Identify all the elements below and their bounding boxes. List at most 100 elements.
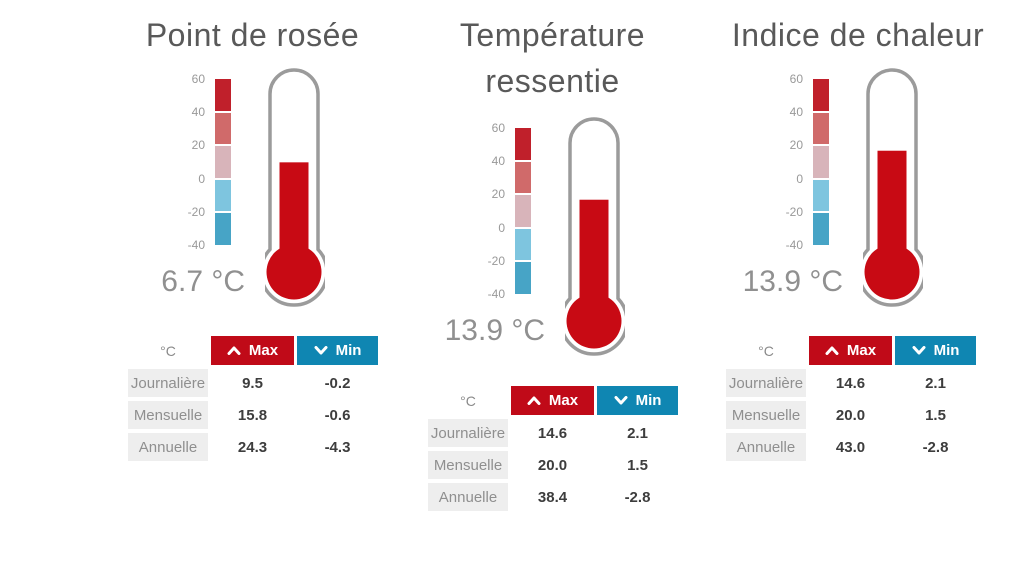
row-min-value: 2.1 [925, 374, 946, 392]
max-header-label: Max [248, 342, 279, 359]
chevron-up-icon [527, 396, 541, 405]
gauge-widget-dew-point: Point de rosée 60 40 20 0 -20 -40 6.7 °C… [120, 12, 385, 461]
current-value: 6.7 °C [161, 265, 245, 298]
row-max-value: 15.8 [237, 406, 268, 424]
widget-title: Point de rosée [120, 12, 385, 58]
scale-segment [515, 128, 531, 160]
thermometer-icon [863, 68, 923, 307]
max-header-label: Max [846, 342, 877, 359]
scale-tick: 60 [191, 72, 205, 86]
chevron-up-icon [825, 346, 839, 355]
chevron-down-icon [912, 346, 926, 355]
scale-color-bar [813, 79, 829, 245]
min-column-header[interactable]: Min [597, 386, 678, 415]
row-max-value: 14.6 [835, 374, 866, 392]
row-label: Journalière [726, 369, 806, 397]
unit-header: °C [758, 342, 774, 359]
scale-tick: -40 [487, 287, 505, 301]
gauge-widget-heat-index: Indice de chaleur 60 40 20 0 -20 -40 13.… [718, 12, 998, 461]
widget-title-line: Point de rosée [145, 17, 360, 53]
scale-segment [515, 195, 531, 227]
scale-tick: 0 [198, 172, 205, 186]
scale-tick: 0 [498, 221, 505, 235]
scale-tick: 20 [191, 138, 205, 152]
stats-table: °C Max Min Journalière 14.6 2.1 Mensuell… [428, 386, 678, 511]
scale-segment [215, 213, 231, 245]
scale-color-bar [515, 128, 531, 294]
thermometer-icon [265, 68, 325, 307]
scale-tick: 40 [789, 105, 803, 119]
scale-segment [813, 146, 829, 178]
scale-tick: 40 [491, 154, 505, 168]
min-column-header[interactable]: Min [297, 336, 378, 365]
row-min-value: -2.8 [624, 488, 651, 506]
scale-segment [515, 262, 531, 294]
scale-color-bar [215, 79, 231, 245]
scale-segment [215, 146, 231, 178]
row-label: Journalière [128, 369, 208, 397]
row-label: Mensuelle [128, 401, 208, 429]
stats-table: °C Max Min Journalière 9.5 -0.2 Mensuell… [128, 336, 378, 461]
current-value: 13.9 °C [444, 314, 545, 347]
row-min-value: 2.1 [627, 424, 648, 442]
row-min-value: 1.5 [925, 406, 946, 424]
widget-title-line: Indice de chaleur [731, 17, 985, 53]
row-min-value: -4.3 [324, 438, 351, 456]
row-min-value: -0.2 [324, 374, 351, 392]
widget-title: Indice de chaleur [718, 12, 998, 58]
row-label: Annuelle [128, 433, 208, 461]
scale-tick: -40 [785, 238, 803, 252]
max-header-label: Max [548, 392, 579, 409]
max-column-header[interactable]: Max [211, 336, 294, 365]
thermometer-gauge: 60 40 20 0 -20 -40 13.9 °C [718, 67, 998, 332]
scale-segment [215, 179, 231, 212]
max-column-header[interactable]: Max [809, 336, 892, 365]
scale-tick: 60 [789, 72, 803, 86]
scale-tick: 20 [491, 187, 505, 201]
gauge-widget-feels-like: Température ressentie 60 40 20 0 -20 -40… [420, 12, 685, 511]
scale-ticks: 60 40 20 0 -20 -40 [420, 116, 505, 381]
scale-tick: 60 [491, 121, 505, 135]
row-min-value: 1.5 [627, 456, 648, 474]
row-max-value: 43.0 [835, 438, 866, 456]
scale-segment [215, 112, 231, 145]
unit-header: °C [460, 392, 476, 409]
row-max-value: 24.3 [237, 438, 268, 456]
min-column-header[interactable]: Min [895, 336, 976, 365]
scale-tick: -20 [187, 205, 205, 219]
thermometer-icon [565, 117, 625, 356]
row-max-value: 20.0 [537, 456, 568, 474]
row-max-value: 20.0 [835, 406, 866, 424]
scale-tick: -40 [187, 238, 205, 252]
chevron-down-icon [614, 396, 628, 405]
row-label: Mensuelle [428, 451, 508, 479]
row-min-value: -2.8 [922, 438, 949, 456]
row-max-value: 9.5 [242, 374, 263, 392]
widget-title: Température ressentie [420, 12, 685, 104]
thermometer-gauge: 60 40 20 0 -20 -40 6.7 °C [120, 67, 385, 332]
row-label: Journalière [428, 419, 508, 447]
scale-ticks: 60 40 20 0 -20 -40 [718, 67, 803, 332]
scale-tick: -20 [487, 254, 505, 268]
scale-segment [813, 79, 829, 111]
scale-tick: -20 [785, 205, 803, 219]
scale-tick: 20 [789, 138, 803, 152]
row-max-value: 38.4 [537, 488, 568, 506]
scale-segment [813, 179, 829, 212]
scale-segment [515, 161, 531, 194]
scale-segment [515, 228, 531, 261]
scale-segment [215, 79, 231, 111]
scale-segment [813, 112, 829, 145]
max-column-header[interactable]: Max [511, 386, 594, 415]
row-max-value: 14.6 [537, 424, 568, 442]
scale-tick: 40 [191, 105, 205, 119]
unit-header: °C [160, 342, 176, 359]
min-header-label: Min [635, 392, 662, 409]
min-header-label: Min [933, 342, 960, 359]
thermometer-gauge: 60 40 20 0 -20 -40 13.9 °C [420, 116, 685, 381]
chevron-down-icon [314, 346, 328, 355]
row-min-value: -0.6 [324, 406, 351, 424]
scale-segment [813, 213, 829, 245]
scale-tick: 0 [796, 172, 803, 186]
current-value: 13.9 °C [742, 265, 843, 298]
